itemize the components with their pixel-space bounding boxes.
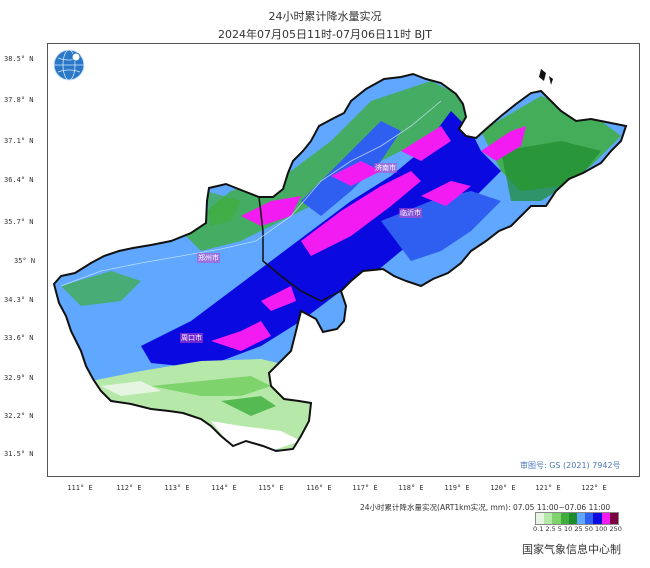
producer-credit: 国家气象信息中心制 [522, 543, 621, 556]
city-label-jinan: 济南市 [374, 163, 397, 173]
y-tick-label: 38.5° N [4, 55, 34, 63]
x-tick-label: 114° E [211, 484, 237, 492]
city-label-zhengzhou: 郑州市 [197, 253, 220, 263]
legend-swatch [568, 513, 577, 524]
y-tick-label: 35° N [14, 257, 36, 265]
x-tick-label: 122° E [581, 484, 607, 492]
legend-swatch [593, 513, 602, 524]
legend-labels: 0.1 2.5 5 10 25 50 100 250 [533, 525, 622, 533]
legend-swatch [609, 513, 618, 524]
y-tick-label: 31.5° N [4, 450, 34, 458]
map-subtitle: 2024年07月05日11时-07月06日11时 BJT [218, 28, 432, 41]
x-tick-label: 117° E [352, 484, 378, 492]
map-title: 24小时累计降水量实况 [268, 10, 382, 23]
y-tick-label: 32.9° N [4, 374, 34, 382]
x-tick-label: 111° E [67, 484, 93, 492]
y-tick-label: 33.6° N [4, 334, 34, 342]
legend-title: 24小时累计降水量实况(ART1km实况, mm): 07.05 11:00~0… [360, 503, 611, 512]
legend-swatch [601, 513, 610, 524]
city-label-zhoukou: 周口市 [180, 333, 203, 343]
city-label-linyi: 临沂市 [399, 208, 422, 218]
legend-swatch [576, 513, 586, 524]
legend-swatch [544, 513, 553, 524]
x-tick-label: 118° E [398, 484, 424, 492]
x-tick-label: 120° E [490, 484, 516, 492]
y-tick-label: 35.7° N [4, 218, 34, 226]
y-tick-label: 37.1° N [4, 137, 34, 145]
y-tick-label: 32.2° N [4, 412, 34, 420]
x-tick-label: 116° E [306, 484, 332, 492]
y-tick-label: 37.8° N [4, 96, 34, 104]
precipitation-map [47, 43, 640, 477]
x-tick-label: 121° E [535, 484, 561, 492]
globe-icon [53, 49, 85, 81]
precipitation-map-canvas [52, 69, 628, 453]
legend-swatch [585, 513, 594, 524]
map-approval-number: 审图号: GS (2021) 7942号 [520, 461, 621, 470]
y-tick-label: 34.3° N [4, 296, 34, 304]
x-tick-label: 113° E [164, 484, 190, 492]
legend-color-bar [535, 512, 619, 525]
legend-swatch [536, 513, 545, 524]
x-tick-label: 115° E [258, 484, 284, 492]
legend-swatch [552, 513, 561, 524]
x-tick-label: 119° E [444, 484, 470, 492]
legend-swatch [560, 513, 569, 524]
y-tick-label: 36.4° N [4, 176, 34, 184]
x-tick-label: 112° E [116, 484, 142, 492]
